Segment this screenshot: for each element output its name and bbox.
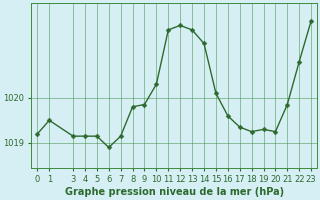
X-axis label: Graphe pression niveau de la mer (hPa): Graphe pression niveau de la mer (hPa): [65, 187, 284, 197]
